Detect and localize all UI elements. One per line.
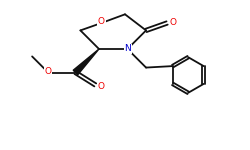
Text: O: O bbox=[97, 82, 104, 91]
Text: O: O bbox=[44, 67, 51, 76]
Text: N: N bbox=[124, 45, 131, 54]
Text: O: O bbox=[98, 17, 105, 26]
Text: O: O bbox=[169, 18, 176, 27]
Polygon shape bbox=[73, 49, 99, 75]
